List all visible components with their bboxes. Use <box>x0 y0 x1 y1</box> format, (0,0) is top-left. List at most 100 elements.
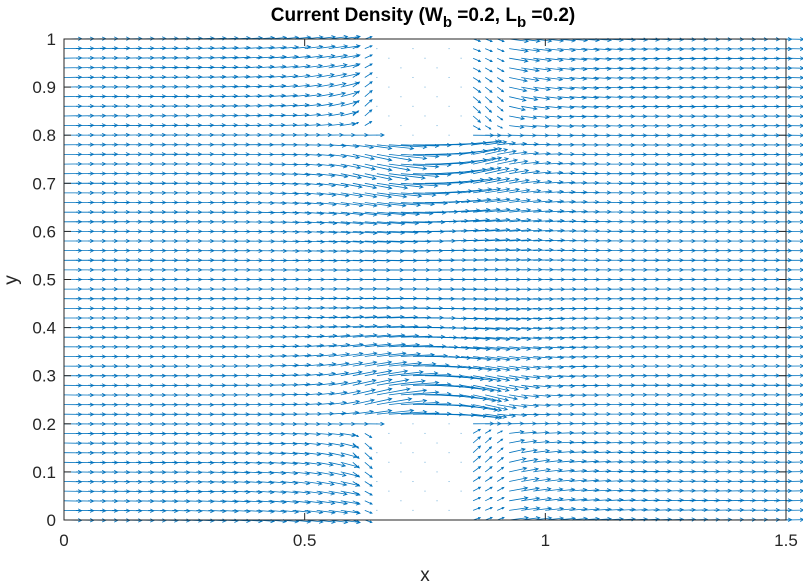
quiver-arrow <box>268 451 287 456</box>
quiver-arrow <box>521 115 538 120</box>
quiver-arrow <box>472 48 482 52</box>
quiver-arrow <box>244 55 263 60</box>
quiver-arrow <box>485 356 511 362</box>
quiver-arrow <box>509 159 529 165</box>
quiver-arrow <box>629 459 648 464</box>
quiver-arrow <box>641 488 660 493</box>
quiver-arrow <box>292 230 313 235</box>
quiver-arrow <box>316 102 334 107</box>
barrier-point <box>388 115 390 117</box>
barrier-point <box>448 452 450 454</box>
quiver-arrow <box>557 440 575 445</box>
quiver-arrow <box>569 430 587 436</box>
quiver-arrow <box>521 439 538 444</box>
quiver-arrow <box>280 113 298 118</box>
quiver-arrow <box>593 104 612 110</box>
quiver-arrow <box>244 480 263 485</box>
quiver-arrow <box>785 469 803 474</box>
quiver-arrow <box>232 55 251 60</box>
quiver-arrow <box>376 154 413 162</box>
quiver-arrow <box>785 508 803 513</box>
quiver-arrow <box>569 440 587 445</box>
quiver-arrow <box>340 379 363 386</box>
quiver-arrow <box>304 305 326 310</box>
quiver-arrow <box>497 149 518 155</box>
quiver-arrow <box>557 374 576 379</box>
quiver-arrow <box>376 351 407 357</box>
quiver-arrow <box>232 94 251 99</box>
quiver-arrow <box>785 402 803 407</box>
quiver-arrow <box>496 86 505 93</box>
quiver-arrow <box>617 507 637 512</box>
quiver-arrow <box>352 452 360 460</box>
quiver-arrow <box>557 114 575 119</box>
quiver-arrow <box>485 177 511 184</box>
quiver-arrow <box>232 470 251 475</box>
quiver-arrow <box>400 400 440 405</box>
quiver-arrow <box>545 228 566 233</box>
quiver-arrow <box>509 375 530 381</box>
x-tick-label: 1 <box>541 531 550 550</box>
quiver-arrow <box>509 307 532 312</box>
quiver-arrow <box>533 228 554 233</box>
barrier-point <box>424 432 426 434</box>
quiver-arrow <box>521 394 540 399</box>
quiver-arrow <box>569 345 589 350</box>
quiver-arrow <box>388 182 424 189</box>
quiver-arrow <box>376 360 408 367</box>
barrier-point <box>400 471 402 473</box>
quiver-arrow <box>521 365 542 371</box>
quiver-arrow <box>497 247 521 252</box>
quiver-arrow <box>472 507 482 511</box>
quiver-arrow <box>352 461 360 469</box>
quiver-arrow <box>364 397 393 405</box>
quiver-arrow <box>184 45 203 51</box>
y-axis-label: y <box>1 275 22 285</box>
quiver-arrow <box>653 507 673 512</box>
quiver-arrow <box>785 171 803 176</box>
quiver-arrow <box>304 432 321 437</box>
quiver-arrow <box>364 461 373 470</box>
quiver-arrow <box>785 498 803 503</box>
quiver-arrow <box>316 82 335 88</box>
x-tick-label: 0.5 <box>293 531 317 550</box>
quiver-arrow <box>785 46 803 51</box>
quiver-arrow <box>557 218 577 224</box>
quiver-arrow <box>485 57 493 62</box>
quiver-arrow <box>496 438 504 444</box>
quiver-arrow <box>220 441 239 446</box>
quiver-arrow <box>617 56 636 62</box>
quiver-arrow <box>605 507 624 512</box>
quiver-arrow <box>256 451 275 456</box>
quiver-arrow <box>328 371 350 377</box>
y-tick-label: 0.6 <box>32 222 56 241</box>
quiver-arrow <box>352 500 361 505</box>
quiver-arrow <box>352 45 361 49</box>
quiver-arrow <box>352 378 377 386</box>
quiver-arrow <box>521 77 540 82</box>
quiver-arrow <box>316 305 338 310</box>
barrier-point <box>412 76 414 78</box>
quiver-arrow <box>280 191 300 196</box>
quiver-arrow <box>521 448 538 454</box>
quiver-arrow <box>629 85 648 90</box>
quiver-arrow <box>785 306 803 311</box>
quiver-arrow <box>557 393 576 398</box>
quiver-arrow <box>352 398 376 405</box>
quiver-arrow <box>352 182 378 190</box>
quiver-arrow <box>328 390 348 396</box>
barrier-point <box>448 105 450 107</box>
quiver-arrow <box>785 431 803 436</box>
quiver-arrow <box>472 436 482 444</box>
quiver-arrow <box>569 190 588 195</box>
quiver-arrow <box>689 507 709 513</box>
quiver-arrow <box>364 481 373 487</box>
barrier-point <box>424 490 426 492</box>
quiver-arrow <box>496 466 505 473</box>
quiver-arrow <box>328 490 348 496</box>
quiver-arrow <box>521 486 541 492</box>
barrier-point <box>424 57 426 59</box>
quiver-arrow <box>641 75 660 81</box>
quiver-arrow <box>641 498 661 503</box>
quiver-arrow <box>220 480 239 485</box>
